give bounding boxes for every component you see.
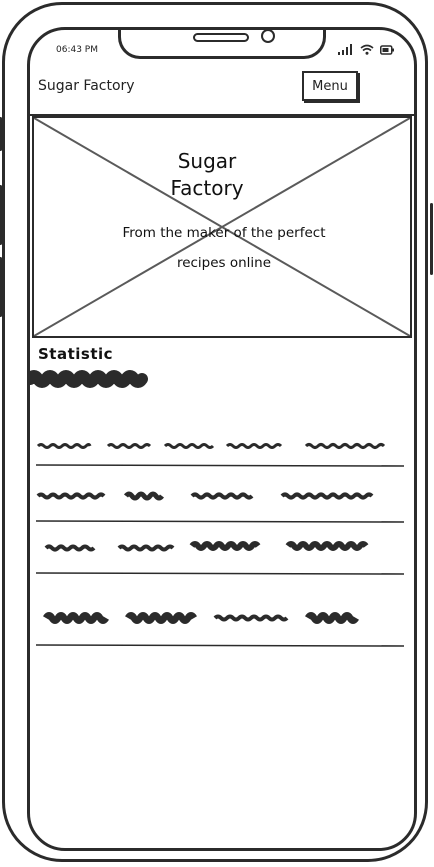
- status-icons: [338, 44, 394, 55]
- hero-title: Sugar Factory: [162, 148, 252, 202]
- statistic-table: [30, 370, 405, 647]
- hero-title-line: Sugar: [177, 149, 237, 173]
- hero-subtitle: From the maker of the perfect recipes on…: [104, 218, 344, 278]
- hero-title-line: Factory: [170, 176, 244, 200]
- table-row: [36, 491, 374, 501]
- phone-screen: 06:43 PM Sugar Factory Menu: [27, 27, 417, 851]
- row-divider: [35, 520, 405, 523]
- hero-image-placeholder: Sugar Factory From the maker of the perf…: [32, 116, 412, 338]
- menu-button[interactable]: Menu: [302, 71, 358, 101]
- hero-subtitle-line: recipes online: [176, 255, 272, 271]
- table-row: [42, 612, 360, 624]
- hero-subtitle-line: From the maker of the perfect: [122, 225, 326, 241]
- camera-icon: [261, 30, 275, 43]
- status-time: 06:43 PM: [56, 45, 98, 55]
- phone-side-button: [430, 203, 433, 275]
- image-placeholder-cross: [34, 118, 410, 336]
- app-title: Sugar Factory: [38, 78, 135, 94]
- battery-icon: [380, 44, 394, 55]
- phone-side-button: [0, 257, 2, 317]
- statistic-summary-scribble: [30, 370, 148, 388]
- table-row: [36, 443, 386, 449]
- row-divider: [35, 644, 405, 647]
- table-row: [44, 541, 369, 552]
- phone-notch: [118, 30, 326, 59]
- phone-side-button: [0, 117, 2, 151]
- row-divider: [35, 572, 405, 575]
- wifi-icon: [360, 44, 374, 55]
- phone-side-button: [0, 185, 2, 245]
- statistic-heading: Statistic: [38, 345, 114, 363]
- top-navbar: Sugar Factory Menu: [30, 68, 414, 116]
- signal-icon: [338, 44, 352, 55]
- row-divider: [35, 464, 405, 467]
- speaker-icon: [193, 33, 249, 42]
